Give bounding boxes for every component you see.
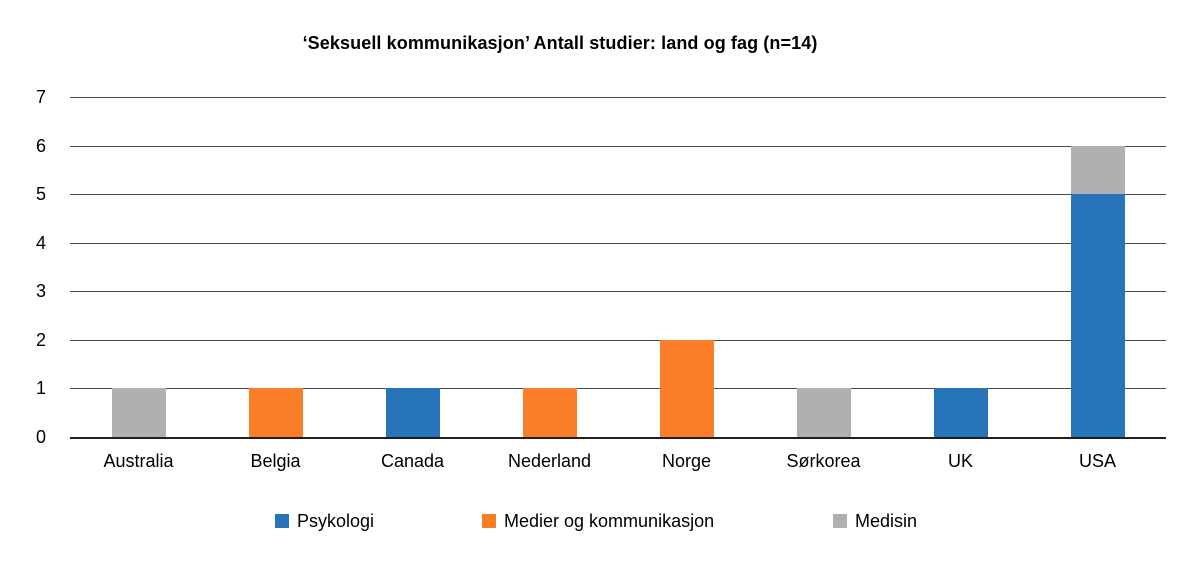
plot-area xyxy=(70,97,1166,439)
bar-nederland-medier-og-kommunikasjon xyxy=(522,388,577,437)
x-axis-label-sørkorea: Sørkorea xyxy=(786,451,861,471)
y-axis-label-3: 3 xyxy=(35,281,46,302)
x-axis-label-australia: Australia xyxy=(103,451,174,471)
legend-item-psykologi: Psykologi xyxy=(275,512,374,530)
x-axis: Australia Belgia Canada Nederland Norge Sørko… xyxy=(70,449,1166,473)
bar-belgia-medier-og-kommunikasjon xyxy=(248,388,303,437)
y-axis: 0 1 2 3 4 5 6 7 xyxy=(0,88,46,446)
x-axis-label-belgia: Belgia xyxy=(250,451,301,471)
legend-swatch-psykologi xyxy=(275,514,289,528)
legend-swatch-medier-og-kommunikasjon xyxy=(482,514,496,528)
gridline-y6 xyxy=(70,145,1166,147)
legend-item-medier-og-kommunikasjon: Medier og kommunikasjon xyxy=(482,512,714,530)
bar-uk-psykologi xyxy=(933,388,988,437)
gridline-y2 xyxy=(70,339,1166,341)
bar-sørkorea-medisin xyxy=(796,388,851,437)
legend-label-medisin: Medisin xyxy=(855,511,918,531)
x-axis-label-canada: Canada xyxy=(380,451,445,471)
bar-norge-medier-og-kommunikasjon xyxy=(659,339,714,437)
x-axis-label-usa: USA xyxy=(1078,451,1116,471)
gridline-y7 xyxy=(70,97,1166,98)
gridline-y3 xyxy=(70,291,1166,293)
y-axis-label-0: 0 xyxy=(35,427,46,447)
y-axis-label-4: 4 xyxy=(35,232,46,253)
bar-usa-medisin xyxy=(1070,145,1125,195)
bar-canada-psykologi xyxy=(385,388,440,437)
legend-swatch-medisin xyxy=(833,514,847,528)
gridline-y4 xyxy=(70,242,1166,244)
bar-australia-medisin xyxy=(111,388,166,437)
chart-title: ‘Seksuell kommunikasjon’ Antall studier:… xyxy=(302,33,818,53)
x-axis-label-norge: Norge xyxy=(661,451,712,471)
y-axis-label-1: 1 xyxy=(35,378,46,399)
gridline-y5 xyxy=(70,194,1166,196)
x-axis-label-uk: UK xyxy=(947,451,973,471)
legend: Psykologi Medier og kommunikasjon Medisin xyxy=(0,512,1200,532)
bar-usa-psykologi xyxy=(1070,194,1125,437)
x-axis-label-nederland: Nederland xyxy=(507,451,592,471)
y-axis-label-5: 5 xyxy=(35,184,46,205)
legend-label-medier-og-kommunikasjon: Medier og kommunikasjon xyxy=(504,511,715,531)
y-axis-label-2: 2 xyxy=(35,329,46,350)
legend-item-medisin: Medisin xyxy=(833,512,917,530)
legend-label-psykologi: Psykologi xyxy=(297,511,375,531)
y-axis-label-7: 7 xyxy=(35,87,46,107)
gridline-y1 xyxy=(70,388,1166,390)
y-axis-label-6: 6 xyxy=(35,135,46,156)
